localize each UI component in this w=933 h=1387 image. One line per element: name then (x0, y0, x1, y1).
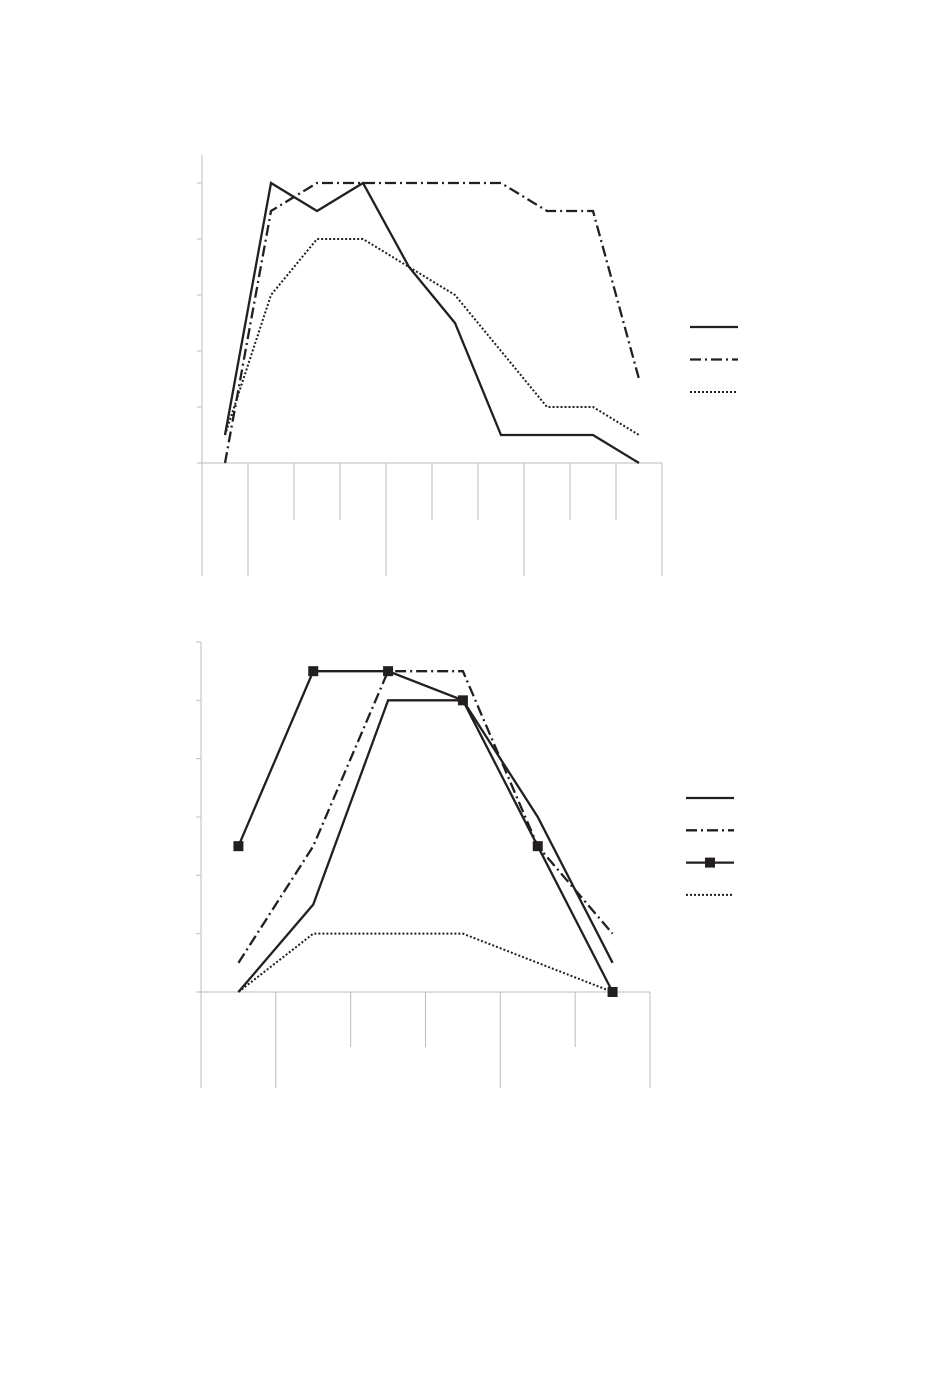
series-line (224, 238, 640, 436)
series-line (237, 670, 614, 993)
series-line (223, 181, 640, 464)
series-line (237, 699, 614, 993)
series-line (237, 932, 613, 993)
point-marker (532, 841, 543, 852)
point-marker (308, 666, 319, 677)
point-marker (383, 666, 394, 677)
legend-marker (705, 857, 715, 868)
series-line (223, 181, 641, 464)
series-line (237, 670, 614, 964)
point-marker (233, 841, 244, 852)
point-marker (457, 695, 468, 706)
